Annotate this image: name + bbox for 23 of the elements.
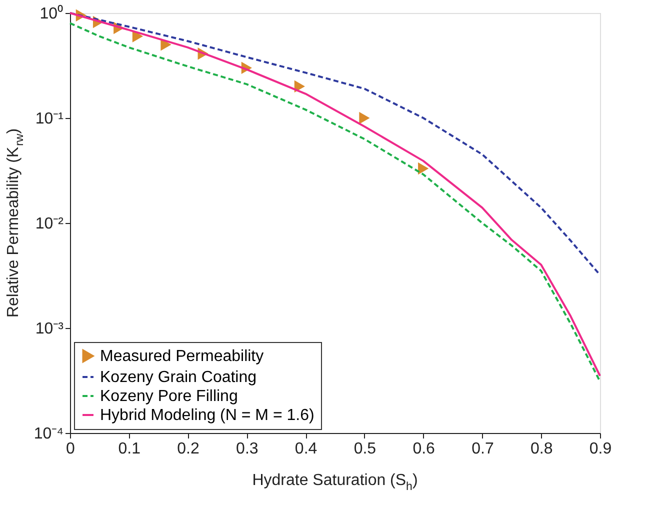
y-tick-label: 10⁻²	[35, 216, 64, 232]
x-tick-label: 0.4	[294, 440, 318, 458]
x-tick-label: 0.9	[589, 440, 612, 458]
x-tick-label: 0.7	[472, 440, 494, 458]
point	[418, 162, 429, 175]
legend-label: Measured Permeability	[100, 348, 264, 365]
point	[160, 38, 172, 51]
x-tick-label: 0	[66, 440, 76, 458]
legend-label: Kozeny Grain Coating	[100, 369, 257, 386]
y-tick-label: 10⁰	[40, 4, 64, 22]
legend-label: Kozeny Pore Filling	[100, 388, 238, 405]
point	[359, 112, 370, 124]
legend-label: Hybrid Modeling (N = M = 1.6)	[100, 407, 314, 424]
y-tick-label: 10⁻¹	[35, 110, 64, 128]
x-tick-label: 0.1	[118, 440, 141, 458]
x-tick-label: 0.6	[412, 440, 436, 458]
y-tick-label: 10⁻³	[35, 320, 64, 338]
x-tick-label: 0.3	[236, 440, 258, 458]
y-tick-label: 10⁻⁴	[34, 426, 64, 442]
x-tick-label: 0.5	[354, 440, 376, 458]
x-tick-label: 0.8	[530, 440, 553, 458]
y-axis-title: Relative Permeability (Krw)	[5, 128, 26, 318]
x-tick-label: 0.2	[177, 440, 200, 458]
